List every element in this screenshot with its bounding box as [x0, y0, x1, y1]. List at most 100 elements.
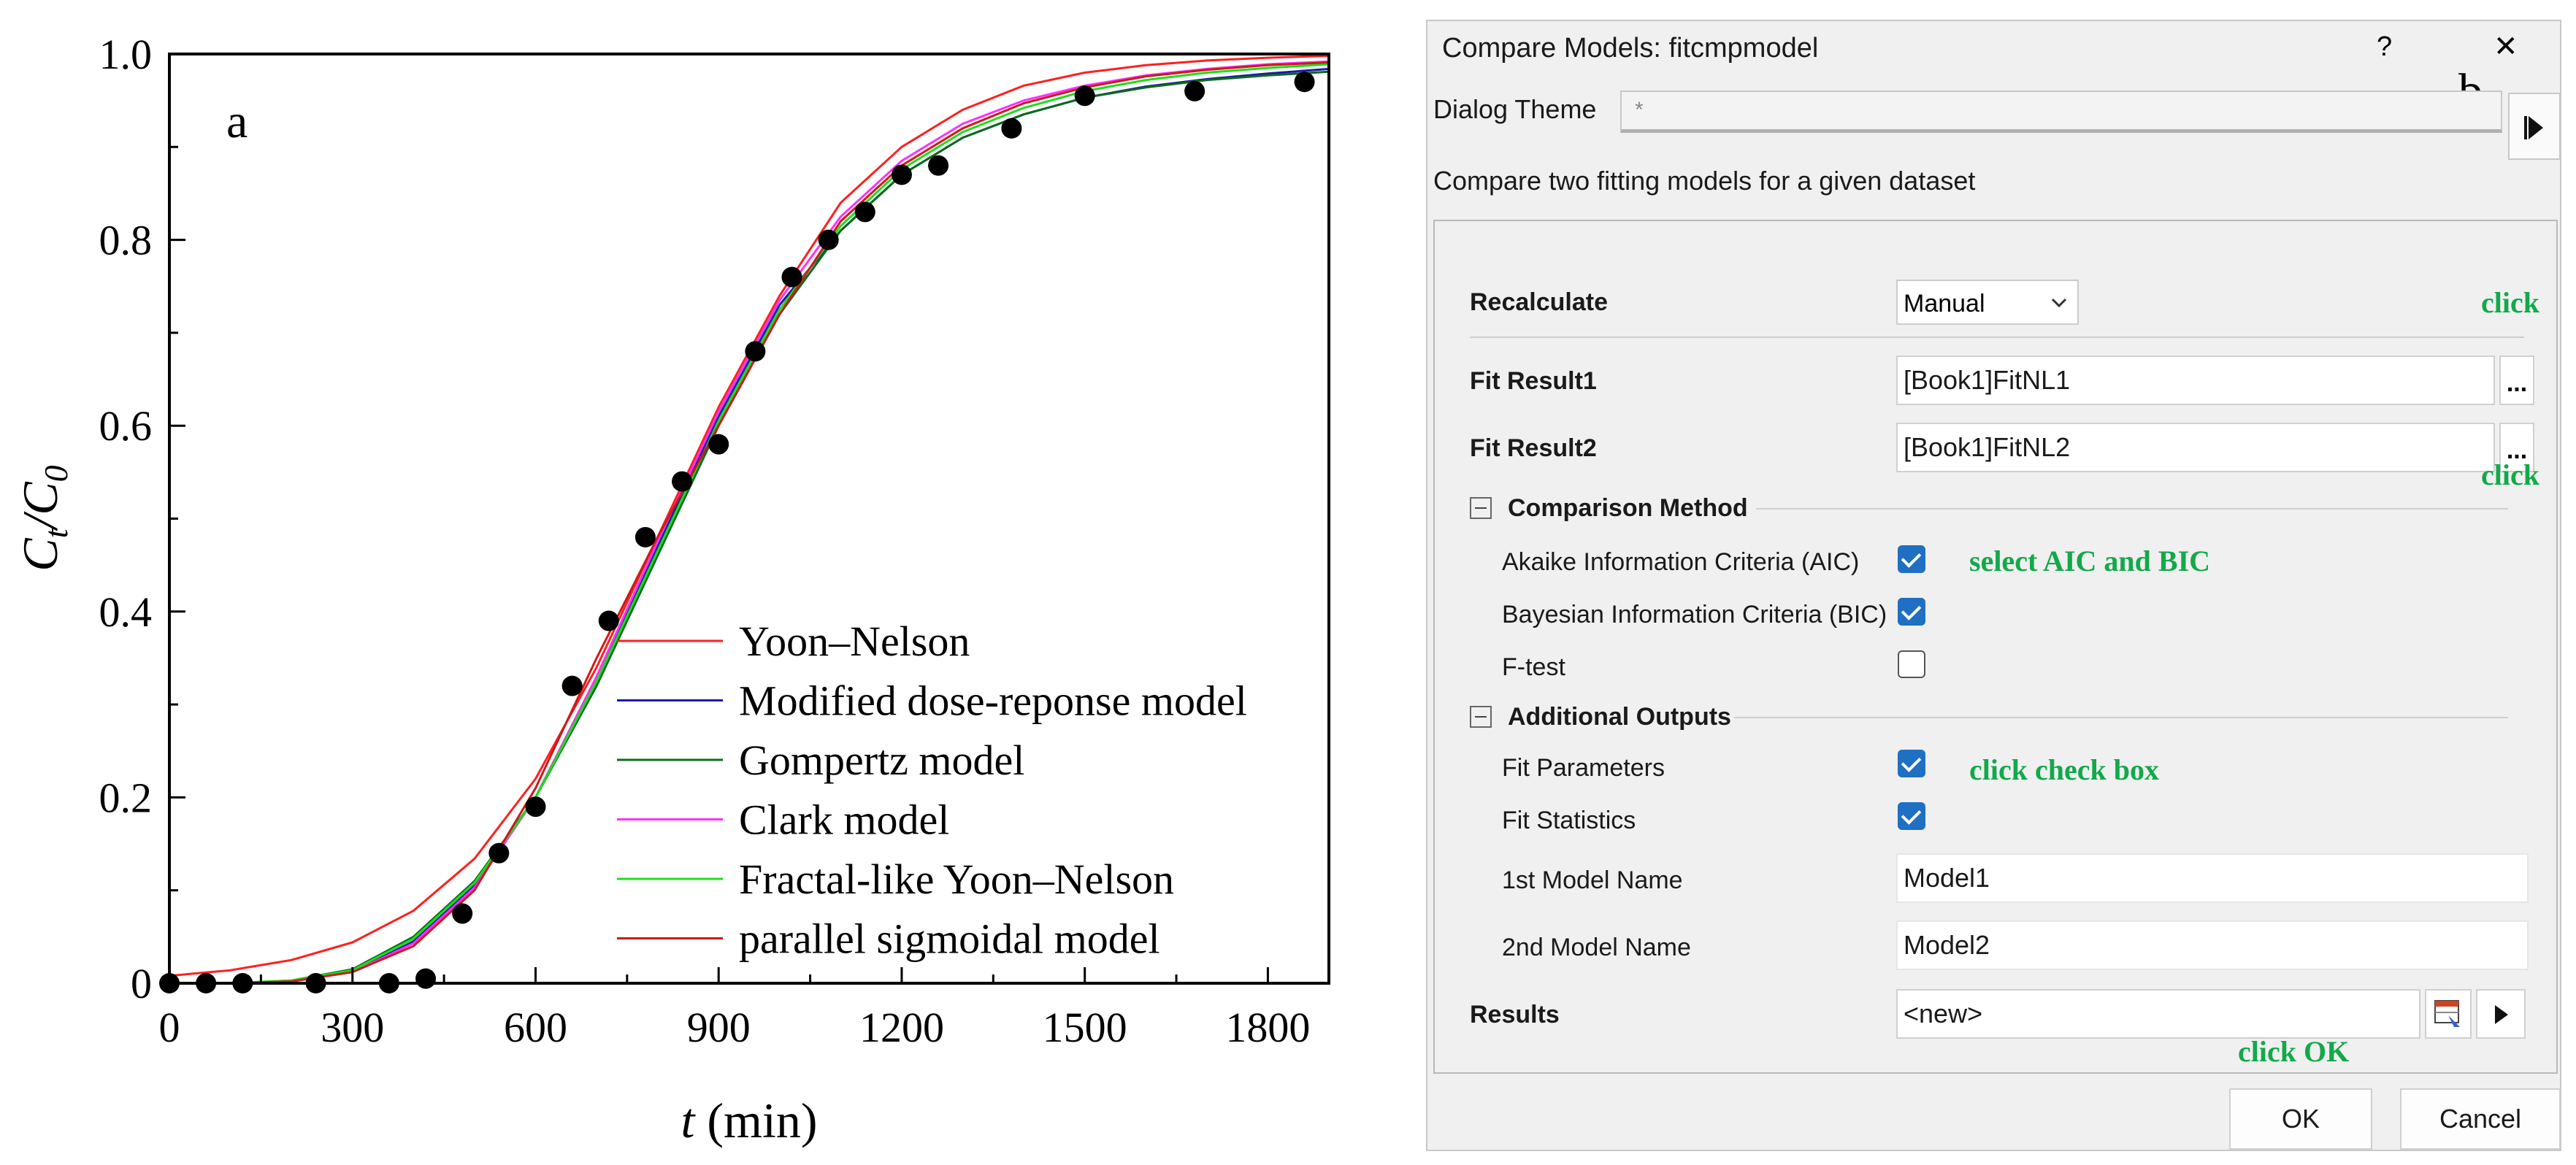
series-line-3 [230, 60, 1330, 985]
y-tick-label: 1.0 [99, 31, 153, 78]
legend-label-3: Clark model [739, 796, 949, 844]
annotation-click-checkbox: click check box [1969, 753, 2159, 786]
data-point [561, 675, 583, 696]
ok-button[interactable]: OK [2229, 1088, 2372, 1150]
ftest-label: F-test [1502, 653, 1565, 681]
cancel-button[interactable]: Cancel [2400, 1088, 2561, 1150]
legend-label-1: Modified dose-reponse model [739, 677, 1247, 725]
y-axis-label-main: C [12, 538, 68, 572]
data-point [781, 266, 802, 288]
comparison-method-header: Comparison Method [1508, 494, 1748, 522]
data-point [598, 610, 619, 631]
data-point [635, 526, 656, 547]
fit-parameters-checkbox[interactable] [1898, 750, 1925, 777]
separator [1470, 337, 2524, 338]
y-tick-label: 0.2 [99, 774, 153, 821]
fit-statistics-label: Fit Statistics [1502, 807, 1636, 834]
data-point [1184, 80, 1205, 101]
data-point [488, 842, 510, 864]
legend-label-5: parallel sigmoidal model [739, 915, 1160, 963]
x-tick-label: 600 [504, 1004, 567, 1051]
data-point [745, 341, 766, 362]
fit-parameters-label: Fit Parameters [1502, 754, 1665, 782]
fit-result1-input[interactable]: [Book1]FitNL1 [1896, 355, 2495, 405]
additional-outputs-header: Additional Outputs [1508, 703, 1731, 731]
legend: Yoon–Nelson Modified dose-reponse model Go… [617, 618, 1247, 963]
results-input[interactable]: <new> [1896, 989, 2420, 1039]
data-point [708, 434, 729, 455]
collapse-icon[interactable] [1470, 706, 1492, 728]
help-button[interactable]: ? [2377, 31, 2393, 62]
model2-name-label: 2nd Model Name [1502, 934, 1691, 961]
y-tick-label: 0.4 [99, 588, 153, 636]
results-label: Results [1470, 1001, 1560, 1028]
chart-panel: 0 300 600 900 1200 1500 1800 0 0.2 0.4 0.6 0.8 1.0 a… [12, 31, 1330, 1148]
x-tick-label: 1200 [859, 1004, 944, 1051]
data-point [854, 201, 875, 223]
annotation-click-ok: click OK [2238, 1035, 2350, 1068]
settings-panel: Recalculate Manual Fit Result1 [Book1]Fi… [1433, 220, 2558, 1074]
data-point [928, 155, 949, 176]
x-tick-label: 1500 [1043, 1004, 1127, 1051]
theme-input[interactable]: * [1620, 91, 2502, 133]
aic-checkbox[interactable] [1898, 545, 1925, 573]
play-icon [2495, 1005, 2508, 1024]
x-tick-label: 900 [687, 1004, 751, 1051]
data-point [1001, 118, 1022, 139]
series-line-4 [230, 63, 1330, 985]
fit-result2-label: Fit Result2 [1470, 434, 1597, 462]
data-point [818, 229, 839, 250]
y-tick-label: 0.8 [99, 217, 153, 264]
fit-result2-input[interactable]: [Book1]FitNL2 [1896, 423, 2495, 472]
ftest-checkbox[interactable] [1898, 650, 1925, 678]
theme-label: Dialog Theme [1433, 94, 1597, 124]
recalculate-value: Manual [1904, 290, 1985, 318]
series-line-5 [230, 61, 1330, 985]
theme-arrow-button[interactable] [2508, 93, 2561, 160]
data-point [672, 471, 693, 492]
bic-checkbox[interactable] [1898, 598, 1925, 626]
compare-models-dialog: Compare Models: fitcmpmodel ? ✕ b Dialog… [1426, 20, 2561, 1151]
y-axis-label-sub-0: 0 [37, 465, 74, 482]
separator [1756, 508, 2508, 510]
chevron-down-icon [2051, 298, 2067, 308]
chart-svg: 0 300 600 900 1200 1500 1800 0 0.2 0.4 0.6 0.8 1.0 a… [12, 31, 1330, 1148]
fit-statistics-checkbox[interactable] [1898, 802, 1925, 830]
legend-label-0: Yoon–Nelson [739, 618, 970, 665]
data-point [1294, 72, 1315, 93]
play-icon [2524, 116, 2543, 139]
x-tick-label: 1800 [1225, 1004, 1310, 1051]
model1-name-label: 1st Model Name [1502, 866, 1683, 894]
y-axis-label: Ct/C0 [12, 465, 74, 571]
aic-label: Akaike Information Criteria (AIC) [1502, 548, 1860, 576]
data-point [1074, 85, 1095, 107]
description-text: Compare two fitting models for a given d… [1433, 166, 1976, 196]
x-tick-label: 300 [321, 1004, 384, 1051]
model1-name-input[interactable]: Model1 [1896, 853, 2529, 903]
annotation-select-aic-bic: select AIC and BIC [1969, 545, 2211, 577]
fit-result1-label: Fit Result1 [1470, 367, 1597, 395]
series-line-1 [230, 67, 1330, 985]
recalculate-select[interactable]: Manual [1896, 280, 2079, 325]
recalculate-label: Recalculate [1470, 288, 1608, 316]
data-point [891, 164, 912, 185]
x-tick-label: 0 [159, 1004, 180, 1051]
table-builder-icon [2434, 1000, 2460, 1027]
panel-label-a: a [226, 95, 248, 148]
legend-label-4: Fractal-like Yoon–Nelson [739, 856, 1174, 903]
results-builder-button[interactable] [2425, 989, 2472, 1039]
results-arrow-button[interactable] [2476, 989, 2526, 1039]
x-axis-label: t (min) [681, 1093, 818, 1148]
close-button[interactable]: ✕ [2493, 31, 2518, 63]
collapse-icon[interactable] [1470, 497, 1492, 519]
plot-frame [168, 53, 1330, 985]
y-tick-label: 0 [131, 960, 152, 1007]
legend-label-2: Gompertz model [739, 737, 1024, 784]
y-axis-label-slash: /C [12, 482, 68, 532]
data-point [525, 796, 546, 818]
model2-name-input[interactable]: Model2 [1896, 920, 2529, 970]
annotation-click-fit1: click [2481, 286, 2539, 319]
fit-result1-browse-button[interactable]: ... [2499, 355, 2534, 405]
fit-result2-browse-button[interactable]: ... [2499, 423, 2534, 472]
separator [1734, 717, 2508, 718]
